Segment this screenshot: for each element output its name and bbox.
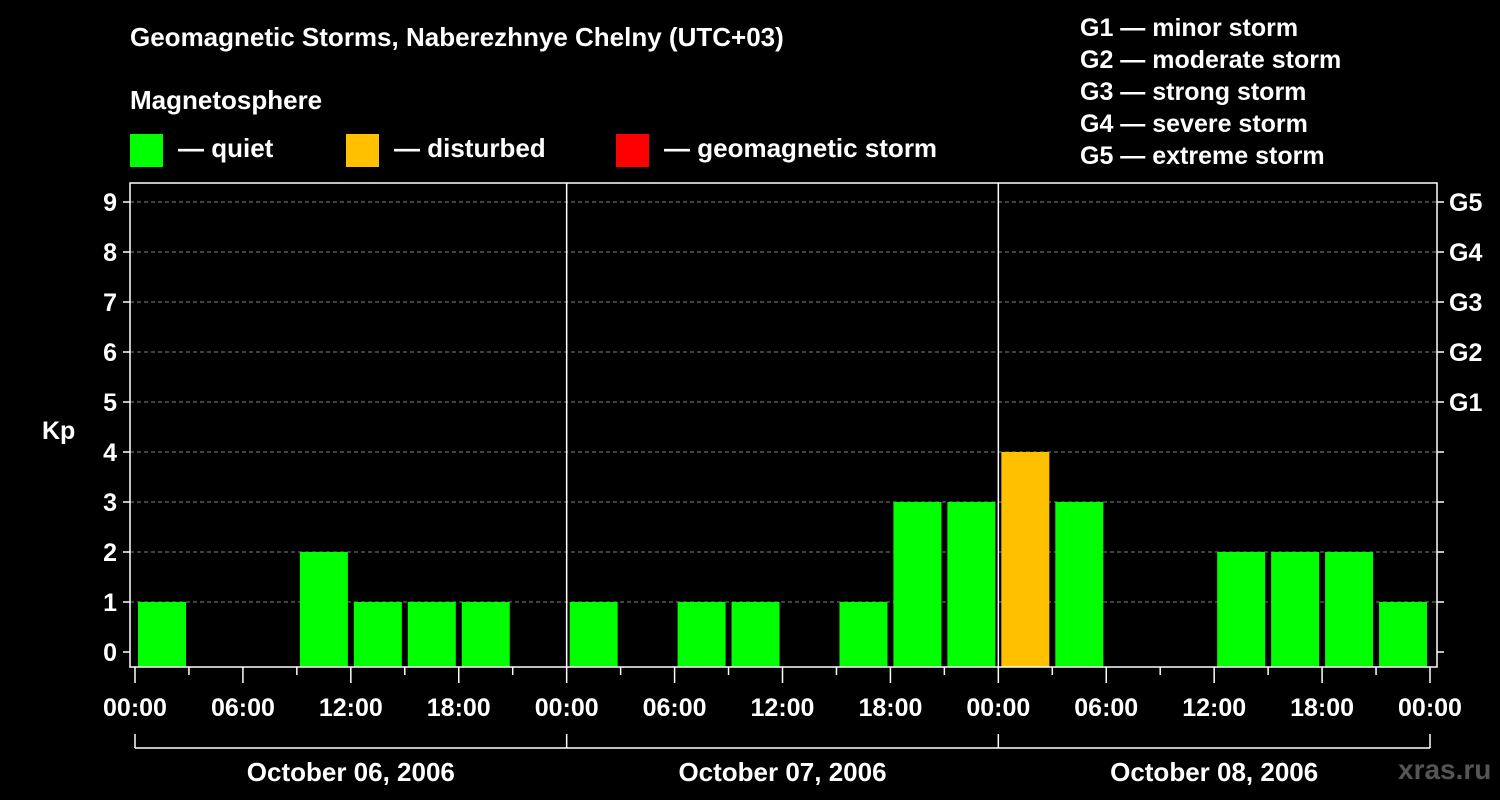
storm-scale-g4: G4 — severe storm (1080, 110, 1308, 138)
x-tick-label-12: 00:00 (1398, 694, 1462, 722)
kp-bar-17 (1055, 502, 1104, 667)
y-tick-label-6: 6 (103, 339, 117, 367)
storm-scale-g3: G3 — strong storm (1080, 78, 1307, 106)
x-tick-label-8: 00:00 (966, 694, 1030, 722)
right-axis-label-g3: G3 (1449, 289, 1482, 317)
x-tick-label-5: 06:00 (643, 694, 707, 722)
y-axis-label: Kp (42, 417, 75, 445)
right-axis-label-g5: G5 (1449, 189, 1482, 217)
x-tick-label-6: 12:00 (751, 694, 815, 722)
x-tick-label-0: 00:00 (103, 694, 167, 722)
chart-title: Geomagnetic Storms, Naberezhnye Chelny (… (130, 22, 784, 52)
x-tick-label-4: 00:00 (535, 694, 599, 722)
kp-bar-23 (1379, 602, 1428, 667)
kp-bar-5 (407, 602, 456, 667)
legend-label-storm: — geomagnetic storm (664, 133, 938, 163)
storm-scale-g2: G2 — moderate storm (1080, 46, 1342, 74)
y-tick-label-8: 8 (103, 239, 117, 267)
date-label-0: October 06, 2006 (247, 757, 455, 787)
right-axis-label-g4: G4 (1449, 239, 1482, 267)
y-tick-label-2: 2 (103, 539, 117, 567)
kp-bar-20 (1217, 552, 1266, 667)
y-tick-label-3: 3 (103, 489, 117, 517)
date-label-1: October 07, 2006 (678, 757, 886, 787)
x-tick-label-2: 12:00 (319, 694, 383, 722)
legend-swatch-disturbed (346, 134, 379, 167)
legend-label-quiet: — quiet (178, 133, 274, 163)
kp-bar-13 (839, 602, 888, 667)
x-tick-label-11: 18:00 (1290, 694, 1354, 722)
y-tick-label-5: 5 (103, 389, 117, 417)
kp-bar-11 (731, 602, 780, 667)
y-tick-label-7: 7 (103, 289, 117, 317)
x-tick-label-10: 12:00 (1182, 694, 1246, 722)
legend-label-disturbed: — disturbed (394, 133, 546, 163)
watermark: xras.ru (1398, 754, 1492, 785)
y-tick-label-0: 0 (103, 639, 117, 667)
kp-bar-4 (353, 602, 402, 667)
right-axis-label-g2: G2 (1449, 339, 1482, 367)
x-tick-label-9: 06:00 (1074, 694, 1138, 722)
kp-bar-6 (461, 602, 510, 667)
kp-bar-21 (1271, 552, 1320, 667)
magnetosphere-label: Magnetosphere (130, 85, 323, 115)
kp-bar-22 (1325, 552, 1374, 667)
kp-bar-8 (569, 602, 618, 667)
legend-swatch-storm (616, 134, 649, 167)
storm-scale-g5: G5 — extreme storm (1080, 142, 1325, 170)
legend-swatch-quiet (130, 134, 163, 167)
right-axis-label-g1: G1 (1449, 389, 1482, 417)
kp-bar-3 (299, 552, 348, 667)
plot-frame (129, 182, 1438, 668)
kp-bar-14 (893, 502, 942, 667)
kp-bar-16 (1001, 452, 1050, 667)
y-tick-label-9: 9 (103, 189, 117, 217)
y-tick-label-1: 1 (103, 589, 117, 617)
storm-scale-g1: G1 — minor storm (1080, 14, 1299, 42)
kp-bar-15 (947, 502, 996, 667)
x-tick-label-7: 18:00 (858, 694, 922, 722)
kp-bar-10 (677, 602, 726, 667)
y-tick-label-4: 4 (103, 439, 117, 467)
kp-bar-0 (138, 602, 186, 667)
x-tick-label-1: 06:00 (211, 694, 275, 722)
x-tick-label-3: 18:00 (427, 694, 491, 722)
date-label-2: October 08, 2006 (1110, 757, 1318, 787)
